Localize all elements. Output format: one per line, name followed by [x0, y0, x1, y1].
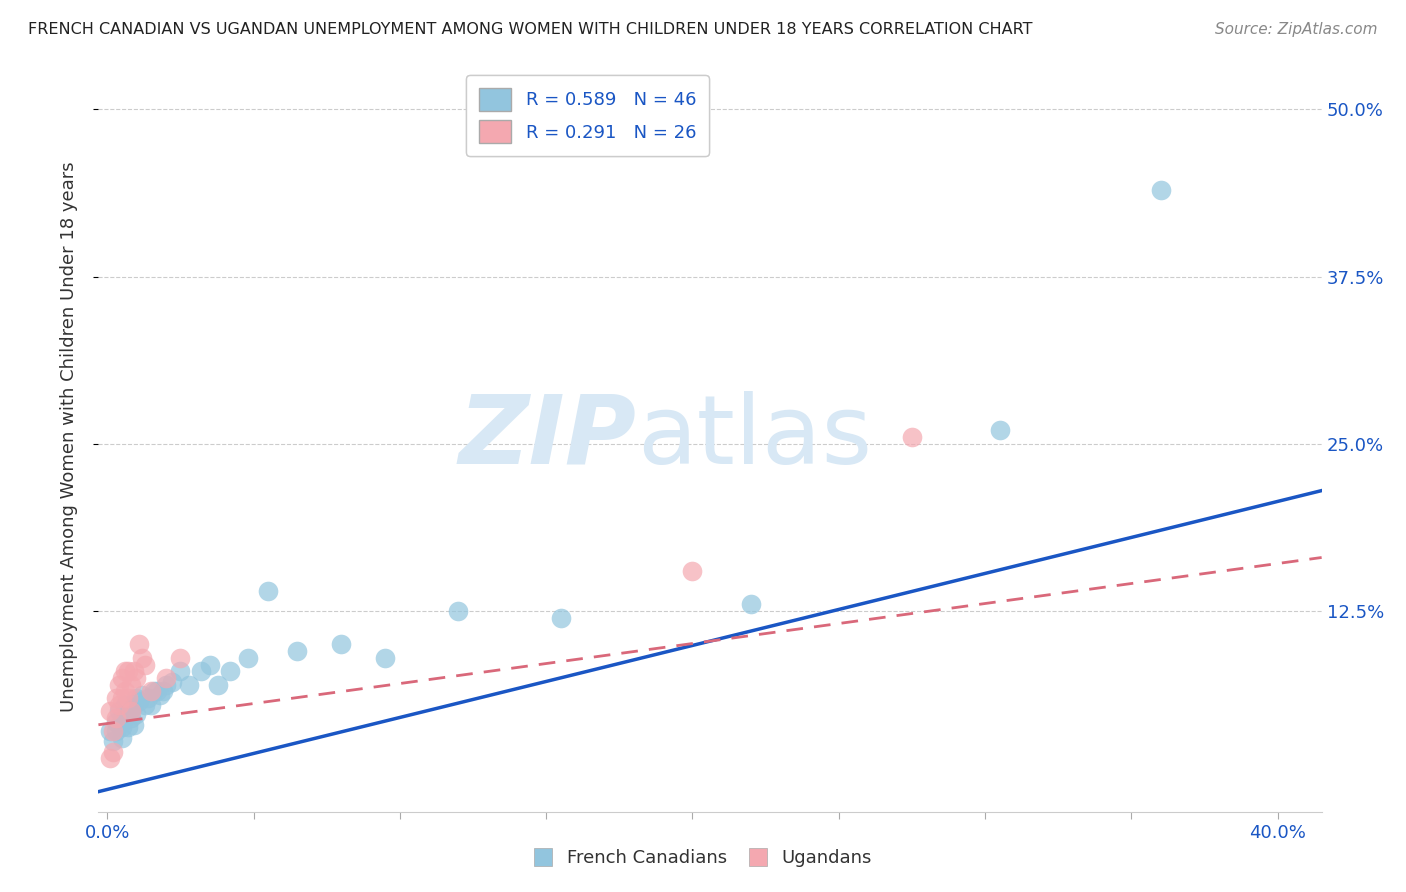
Text: atlas: atlas — [637, 391, 872, 483]
Point — [682, 564, 704, 578]
Point — [988, 424, 1011, 438]
Point — [101, 744, 124, 758]
Point — [257, 583, 280, 598]
Point — [108, 717, 131, 731]
Point — [1150, 182, 1173, 196]
Point — [104, 724, 127, 739]
Point — [152, 684, 174, 698]
Point — [179, 678, 201, 692]
Point — [101, 733, 124, 747]
Point — [104, 711, 127, 725]
Point — [104, 715, 127, 730]
Point — [98, 751, 121, 765]
Point — [550, 611, 572, 625]
Point — [111, 731, 134, 746]
Point — [122, 717, 145, 731]
Point — [111, 715, 134, 730]
Text: Source: ZipAtlas.com: Source: ZipAtlas.com — [1215, 22, 1378, 37]
Point — [111, 671, 134, 685]
Legend: R = 0.589   N = 46, R = 0.291   N = 26: R = 0.589 N = 46, R = 0.291 N = 26 — [467, 75, 709, 156]
Point — [901, 430, 924, 444]
Point — [169, 664, 191, 679]
Point — [136, 690, 159, 705]
Point — [330, 637, 353, 651]
Point — [117, 664, 139, 679]
Point — [120, 678, 142, 692]
Point — [125, 671, 148, 685]
Point — [125, 706, 148, 721]
Point — [207, 678, 229, 692]
Point — [287, 644, 309, 658]
Point — [114, 698, 136, 712]
Point — [149, 689, 172, 703]
Point — [190, 664, 212, 679]
Point — [108, 678, 131, 692]
Y-axis label: Unemployment Among Women with Children Under 18 years: Unemployment Among Women with Children U… — [59, 161, 77, 713]
Point — [128, 694, 150, 708]
Point — [198, 657, 221, 672]
Point — [104, 690, 127, 705]
Point — [117, 690, 139, 705]
Point — [160, 675, 183, 690]
Point — [120, 711, 142, 725]
Point — [101, 724, 124, 739]
Point — [122, 664, 145, 679]
Point — [120, 705, 142, 719]
Point — [134, 657, 156, 672]
Point — [114, 684, 136, 698]
Point — [111, 721, 134, 735]
Point — [111, 690, 134, 705]
Point — [131, 689, 153, 703]
Point — [122, 698, 145, 712]
Point — [143, 684, 166, 698]
Point — [125, 690, 148, 705]
Point — [117, 721, 139, 735]
Point — [98, 724, 121, 739]
Point — [108, 705, 131, 719]
Legend: French Canadians, Ugandans: French Canadians, Ugandans — [527, 842, 879, 874]
Point — [134, 698, 156, 712]
Point — [98, 705, 121, 719]
Point — [131, 651, 153, 665]
Point — [128, 637, 150, 651]
Point — [740, 598, 762, 612]
Point — [236, 651, 259, 665]
Point — [114, 664, 136, 679]
Point — [117, 706, 139, 721]
Point — [374, 651, 396, 665]
Point — [146, 684, 169, 698]
Point — [139, 684, 162, 698]
Point — [155, 678, 177, 692]
Point — [219, 664, 242, 679]
Point — [447, 604, 470, 618]
Point — [114, 711, 136, 725]
Text: FRENCH CANADIAN VS UGANDAN UNEMPLOYMENT AMONG WOMEN WITH CHILDREN UNDER 18 YEARS: FRENCH CANADIAN VS UGANDAN UNEMPLOYMENT … — [28, 22, 1032, 37]
Text: ZIP: ZIP — [458, 391, 637, 483]
Point — [120, 701, 142, 715]
Point — [169, 651, 191, 665]
Point — [155, 671, 177, 685]
Point — [139, 698, 162, 712]
Point — [108, 698, 131, 712]
